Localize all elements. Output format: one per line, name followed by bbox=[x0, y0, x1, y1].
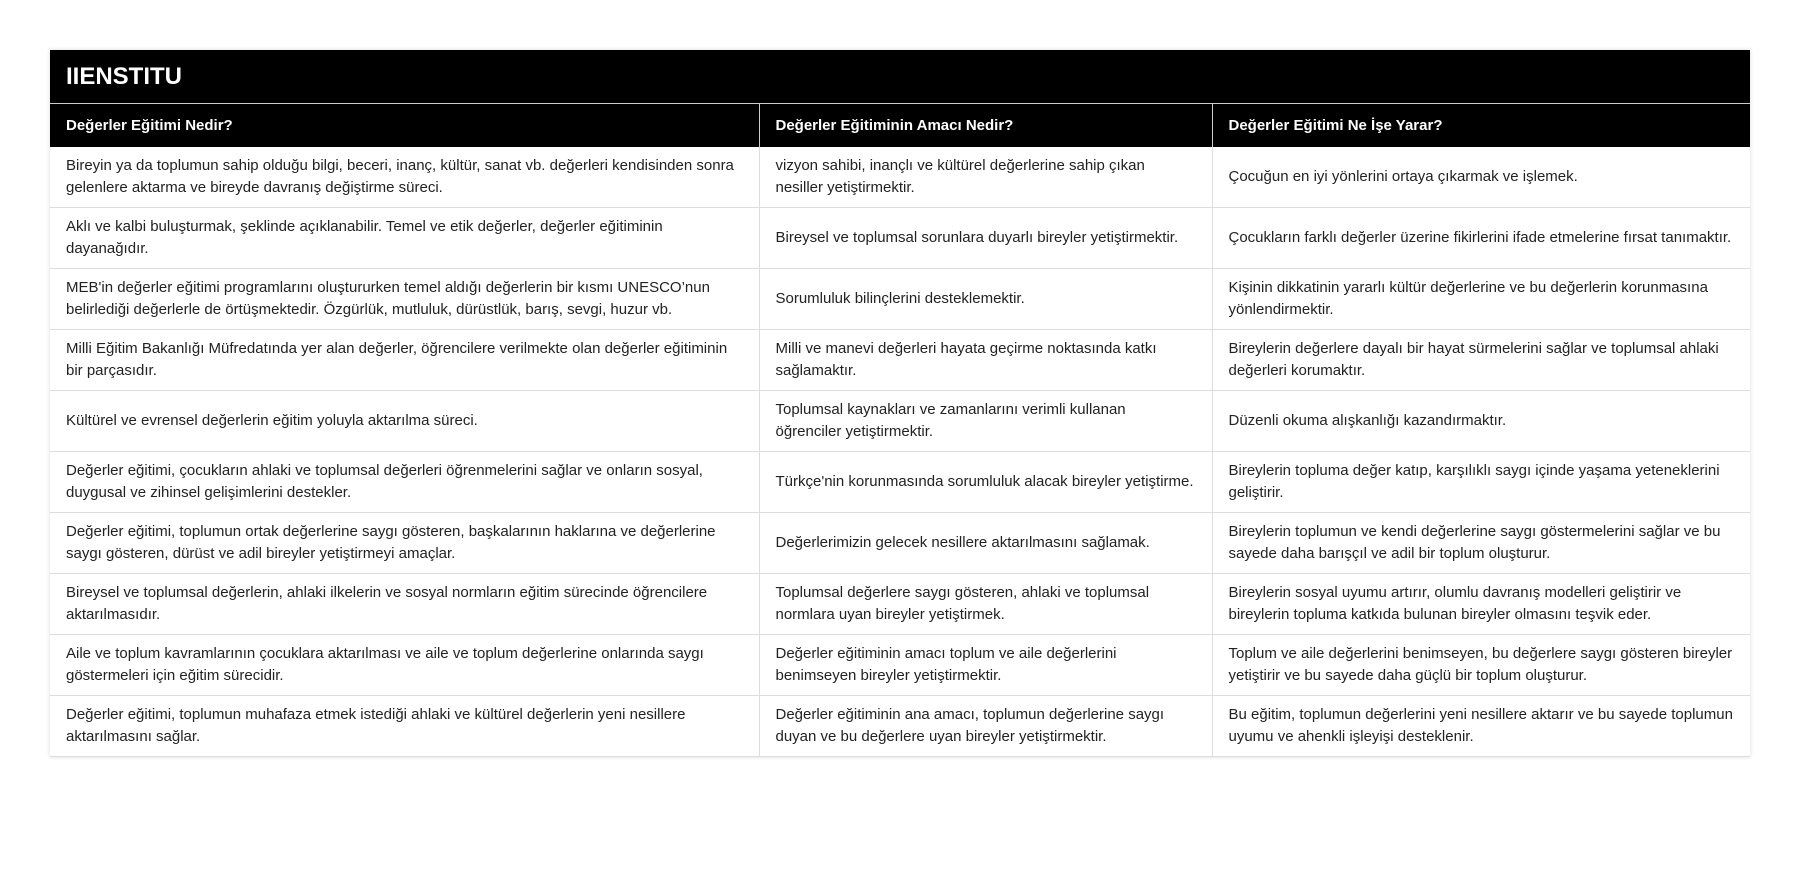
table-row: Aklı ve kalbi buluşturmak, şeklinde açık… bbox=[50, 207, 1750, 269]
table-cell: Bireylerin toplumun ve kendi değerlerine… bbox=[1212, 512, 1750, 574]
table-cell: Bireylerin sosyal uyumu artırır, olumlu … bbox=[1212, 573, 1750, 635]
table-row: Kültürel ve evrensel değerlerin eğitim y… bbox=[50, 390, 1750, 452]
table-cell: Bireylerin değerlere dayalı bir hayat sü… bbox=[1212, 329, 1750, 391]
table-cell: Değerler eğitimi, toplumun ortak değerle… bbox=[50, 512, 760, 574]
table-row: Değerler eğitimi, toplumun muhafaza etme… bbox=[50, 695, 1750, 757]
table-row: MEB'in değerler eğitimi programlarını ol… bbox=[50, 268, 1750, 330]
table-cell: Türkçe'nin korunmasında sorumluluk alaca… bbox=[759, 451, 1213, 513]
table-cell: Toplumsal değerlere saygı gösteren, ahla… bbox=[759, 573, 1213, 635]
table-cell: Bireyin ya da toplumun sahip olduğu bilg… bbox=[50, 147, 760, 208]
table-cell: Sorumluluk bilinçlerini desteklemektir. bbox=[759, 268, 1213, 330]
column-header: Değerler Eğitimi Ne İşe Yarar? bbox=[1212, 104, 1750, 147]
table-cell: Bu eğitim, toplumun değerlerini yeni nes… bbox=[1212, 695, 1750, 757]
table-cell: Çocukların farklı değerler üzerine fikir… bbox=[1212, 207, 1750, 269]
table-row: Aile ve toplum kavramlarının çocuklara a… bbox=[50, 634, 1750, 696]
values-education-table-card: IIENSTITU Değerler Eğitimi Nedir? Değerl… bbox=[50, 50, 1750, 757]
table-cell: Toplumsal kaynakları ve zamanlarını veri… bbox=[759, 390, 1213, 452]
column-header: Değerler Eğitimi Nedir? bbox=[50, 104, 760, 147]
table-cell: Toplum ve aile değerlerini benimseyen, b… bbox=[1212, 634, 1750, 696]
table-row: Bireyin ya da toplumun sahip olduğu bilg… bbox=[50, 147, 1750, 208]
table-cell: Bireylerin topluma değer katıp, karşılık… bbox=[1212, 451, 1750, 513]
header-row: Değerler Eğitimi Nedir? Değerler Eğitimi… bbox=[50, 104, 1750, 147]
table-cell: Çocuğun en iyi yönlerini ortaya çıkarmak… bbox=[1212, 147, 1750, 208]
table-row: Milli Eğitim Bakanlığı Müfredatında yer … bbox=[50, 329, 1750, 391]
table-cell: Bireysel ve toplumsal değerlerin, ahlaki… bbox=[50, 573, 760, 635]
table-row: Bireysel ve toplumsal değerlerin, ahlaki… bbox=[50, 573, 1750, 635]
table-cell: MEB'in değerler eğitimi programlarını ol… bbox=[50, 268, 760, 330]
table-cell: Değerler eğitimi, çocukların ahlaki ve t… bbox=[50, 451, 760, 513]
table-row: Değerler eğitimi, toplumun ortak değerle… bbox=[50, 512, 1750, 574]
table-cell: Kültürel ve evrensel değerlerin eğitim y… bbox=[50, 390, 760, 452]
table-cell: Bireysel ve toplumsal sorunlara duyarlı … bbox=[759, 207, 1213, 269]
table-cell: vizyon sahibi, inançlı ve kültürel değer… bbox=[759, 147, 1213, 208]
table-row: Değerler eğitimi, çocukların ahlaki ve t… bbox=[50, 451, 1750, 513]
table-title: IIENSTITU bbox=[50, 50, 1750, 104]
values-education-table: Değerler Eğitimi Nedir? Değerler Eğitimi… bbox=[50, 104, 1750, 757]
table-cell: Değerlerimizin gelecek nesillere aktarıl… bbox=[759, 512, 1213, 574]
table-cell: Milli Eğitim Bakanlığı Müfredatında yer … bbox=[50, 329, 760, 391]
table-cell: Aile ve toplum kavramlarının çocuklara a… bbox=[50, 634, 760, 696]
column-header: Değerler Eğitiminin Amacı Nedir? bbox=[759, 104, 1213, 147]
table-cell: Kişinin dikkatinin yararlı kültür değerl… bbox=[1212, 268, 1750, 330]
table-cell: Aklı ve kalbi buluşturmak, şeklinde açık… bbox=[50, 207, 760, 269]
table-cell: Milli ve manevi değerleri hayata geçirme… bbox=[759, 329, 1213, 391]
table-cell: Değerler eğitiminin ana amacı, toplumun … bbox=[759, 695, 1213, 757]
table-cell: Değerler eğitiminin amacı toplum ve aile… bbox=[759, 634, 1213, 696]
table-cell: Düzenli okuma alışkanlığı kazandırmaktır… bbox=[1212, 390, 1750, 452]
table-cell: Değerler eğitimi, toplumun muhafaza etme… bbox=[50, 695, 760, 757]
